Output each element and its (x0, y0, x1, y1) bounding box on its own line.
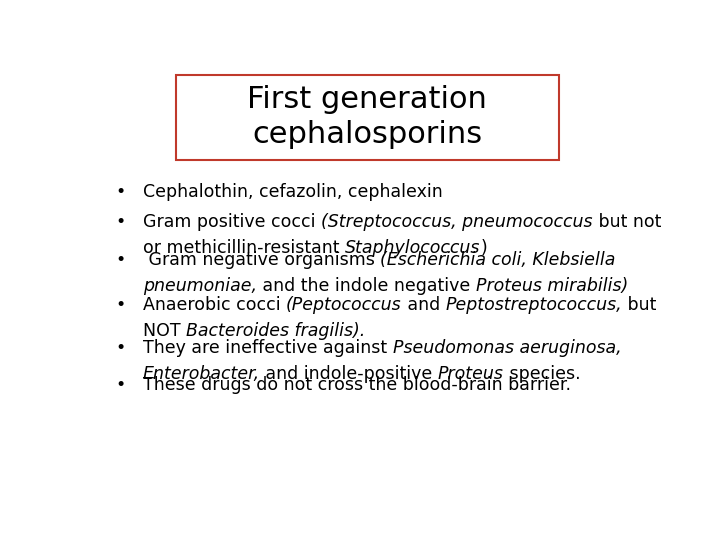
Text: •: • (116, 295, 126, 314)
Text: Proteus: Proteus (438, 366, 504, 383)
Text: or methicillin-resistant: or methicillin-resistant (143, 239, 345, 258)
Text: Bacteroides fragilis).: Bacteroides fragilis). (186, 322, 365, 340)
Text: Proteus mirabilis): Proteus mirabilis) (476, 277, 628, 295)
Text: but: but (622, 295, 657, 314)
Text: They are ineffective against: They are ineffective against (143, 339, 392, 357)
Text: species.: species. (504, 366, 580, 383)
Text: Pseudomonas aeruginosa,: Pseudomonas aeruginosa, (392, 339, 621, 357)
Text: (Peptococcus: (Peptococcus (286, 295, 402, 314)
Text: and: and (402, 295, 446, 314)
Text: •: • (116, 376, 126, 394)
Text: Peptostreptococcus,: Peptostreptococcus, (446, 295, 622, 314)
Text: Staphylococcus: Staphylococcus (345, 239, 480, 258)
Text: (Escherichia coli, Klebsiella: (Escherichia coli, Klebsiella (380, 251, 616, 269)
Text: ): ) (480, 239, 487, 258)
Text: •: • (116, 183, 126, 201)
Text: and the indole negative: and the indole negative (257, 277, 476, 295)
Text: Gram positive cocci: Gram positive cocci (143, 213, 321, 231)
Text: and indole-positive: and indole-positive (260, 366, 438, 383)
Text: pneumoniae,: pneumoniae, (143, 277, 257, 295)
Text: but not: but not (593, 213, 661, 231)
FancyBboxPatch shape (176, 75, 559, 160)
Text: Anaerobic cocci: Anaerobic cocci (143, 295, 286, 314)
Text: •: • (116, 213, 126, 231)
Text: •: • (116, 251, 126, 269)
Text: These drugs do not cross the blood-brain barrier.: These drugs do not cross the blood-brain… (143, 376, 571, 394)
Text: NOT: NOT (143, 322, 186, 340)
Text: Gram negative organisms: Gram negative organisms (143, 251, 380, 269)
Text: Cephalothin, cefazolin, cephalexin: Cephalothin, cefazolin, cephalexin (143, 183, 443, 201)
Text: Enterobacter,: Enterobacter, (143, 366, 260, 383)
Text: First generation
cephalosporins: First generation cephalosporins (248, 85, 487, 148)
Text: •: • (116, 339, 126, 357)
Text: (Streptococcus, pneumococcus: (Streptococcus, pneumococcus (321, 213, 593, 231)
